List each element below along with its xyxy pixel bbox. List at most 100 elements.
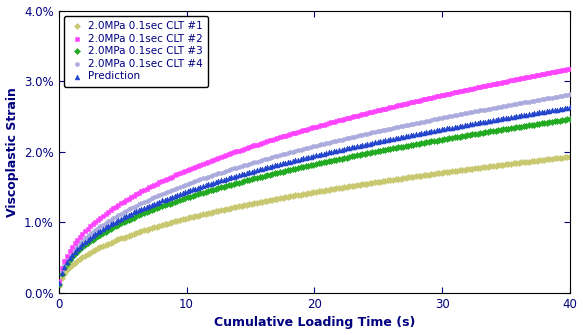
2.0MPa 0.1sec CLT #2 [216, 154, 226, 159]
2.0MPa 0.1sec CLT #1 [317, 188, 326, 194]
2.0MPa 0.1sec CLT #1 [370, 180, 380, 185]
2.0MPa 0.1sec CLT #3 [394, 145, 403, 150]
2.0MPa 0.1sec CLT #2 [355, 112, 364, 118]
Prediction [278, 161, 287, 166]
Prediction [198, 183, 208, 189]
Prediction [555, 107, 564, 112]
2.0MPa 0.1sec CLT #3 [262, 173, 272, 178]
Prediction [337, 147, 346, 152]
2.0MPa 0.1sec CLT #4 [132, 203, 141, 208]
2.0MPa 0.1sec CLT #4 [240, 162, 249, 168]
2.0MPa 0.1sec CLT #1 [237, 203, 246, 209]
Prediction [501, 115, 511, 121]
2.0MPa 0.1sec CLT #4 [403, 122, 413, 127]
Prediction [363, 141, 372, 147]
2.0MPa 0.1sec CLT #2 [160, 177, 169, 183]
2.0MPa 0.1sec CLT #3 [373, 149, 382, 154]
2.0MPa 0.1sec CLT #3 [252, 175, 262, 181]
Prediction [57, 270, 66, 275]
2.0MPa 0.1sec CLT #1 [363, 181, 372, 186]
2.0MPa 0.1sec CLT #4 [301, 146, 310, 151]
2.0MPa 0.1sec CLT #2 [332, 118, 341, 124]
2.0MPa 0.1sec CLT #3 [198, 190, 208, 195]
2.0MPa 0.1sec CLT #1 [339, 185, 349, 190]
2.0MPa 0.1sec CLT #2 [365, 110, 374, 115]
2.0MPa 0.1sec CLT #2 [563, 67, 572, 72]
2.0MPa 0.1sec CLT #4 [470, 109, 480, 114]
Prediction [234, 173, 244, 178]
2.0MPa 0.1sec CLT #1 [293, 192, 303, 198]
2.0MPa 0.1sec CLT #3 [306, 162, 315, 168]
2.0MPa 0.1sec CLT #2 [352, 113, 361, 118]
2.0MPa 0.1sec CLT #4 [65, 253, 74, 259]
2.0MPa 0.1sec CLT #3 [111, 223, 121, 229]
Prediction [188, 187, 198, 192]
Prediction [524, 112, 533, 117]
2.0MPa 0.1sec CLT #3 [142, 209, 151, 215]
Prediction [542, 109, 552, 114]
Prediction [108, 220, 118, 226]
2.0MPa 0.1sec CLT #4 [540, 96, 549, 102]
2.0MPa 0.1sec CLT #4 [185, 180, 195, 186]
2.0MPa 0.1sec CLT #4 [480, 107, 490, 112]
2.0MPa 0.1sec CLT #2 [545, 70, 554, 75]
2.0MPa 0.1sec CLT #3 [460, 133, 469, 138]
2.0MPa 0.1sec CLT #4 [157, 191, 167, 197]
2.0MPa 0.1sec CLT #3 [437, 137, 447, 142]
2.0MPa 0.1sec CLT #4 [70, 246, 79, 252]
2.0MPa 0.1sec CLT #4 [406, 122, 416, 127]
2.0MPa 0.1sec CLT #4 [234, 164, 244, 170]
2.0MPa 0.1sec CLT #1 [247, 201, 257, 206]
2.0MPa 0.1sec CLT #2 [347, 114, 357, 120]
2.0MPa 0.1sec CLT #4 [88, 229, 97, 234]
Prediction [368, 140, 377, 146]
2.0MPa 0.1sec CLT #3 [440, 136, 449, 142]
2.0MPa 0.1sec CLT #4 [478, 107, 487, 113]
2.0MPa 0.1sec CLT #1 [458, 168, 467, 173]
2.0MPa 0.1sec CLT #4 [519, 100, 528, 105]
2.0MPa 0.1sec CLT #1 [540, 157, 549, 162]
Prediction [209, 180, 218, 186]
2.0MPa 0.1sec CLT #1 [365, 181, 374, 186]
2.0MPa 0.1sec CLT #4 [445, 114, 454, 119]
2.0MPa 0.1sec CLT #2 [124, 196, 134, 201]
2.0MPa 0.1sec CLT #2 [152, 181, 161, 186]
2.0MPa 0.1sec CLT #3 [83, 241, 92, 246]
2.0MPa 0.1sec CLT #2 [422, 96, 431, 102]
2.0MPa 0.1sec CLT #4 [386, 126, 395, 131]
Prediction [258, 166, 267, 172]
Prediction [206, 181, 216, 186]
2.0MPa 0.1sec CLT #1 [386, 178, 395, 183]
Prediction [90, 231, 100, 237]
Prediction [268, 163, 277, 169]
2.0MPa 0.1sec CLT #2 [291, 130, 300, 135]
2.0MPa 0.1sec CLT #2 [127, 195, 136, 200]
2.0MPa 0.1sec CLT #1 [121, 234, 131, 239]
2.0MPa 0.1sec CLT #4 [165, 188, 174, 194]
2.0MPa 0.1sec CLT #4 [114, 212, 123, 218]
2.0MPa 0.1sec CLT #4 [437, 115, 447, 121]
2.0MPa 0.1sec CLT #1 [275, 196, 285, 201]
2.0MPa 0.1sec CLT #3 [357, 152, 367, 157]
2.0MPa 0.1sec CLT #4 [329, 139, 339, 144]
2.0MPa 0.1sec CLT #2 [211, 156, 220, 161]
2.0MPa 0.1sec CLT #1 [529, 158, 539, 163]
2.0MPa 0.1sec CLT #1 [368, 180, 377, 186]
2.0MPa 0.1sec CLT #2 [242, 145, 251, 151]
2.0MPa 0.1sec CLT #3 [75, 247, 85, 252]
2.0MPa 0.1sec CLT #1 [468, 166, 477, 171]
2.0MPa 0.1sec CLT #2 [414, 98, 423, 103]
2.0MPa 0.1sec CLT #3 [203, 189, 213, 194]
2.0MPa 0.1sec CLT #1 [286, 194, 295, 199]
2.0MPa 0.1sec CLT #3 [201, 189, 210, 195]
2.0MPa 0.1sec CLT #4 [262, 156, 272, 161]
2.0MPa 0.1sec CLT #3 [227, 182, 236, 187]
2.0MPa 0.1sec CLT #2 [275, 135, 285, 140]
2.0MPa 0.1sec CLT #1 [560, 154, 570, 160]
2.0MPa 0.1sec CLT #2 [370, 109, 380, 114]
Prediction [447, 125, 456, 130]
2.0MPa 0.1sec CLT #1 [527, 158, 536, 164]
2.0MPa 0.1sec CLT #1 [447, 169, 456, 174]
Prediction [291, 158, 300, 163]
Prediction [311, 153, 321, 158]
